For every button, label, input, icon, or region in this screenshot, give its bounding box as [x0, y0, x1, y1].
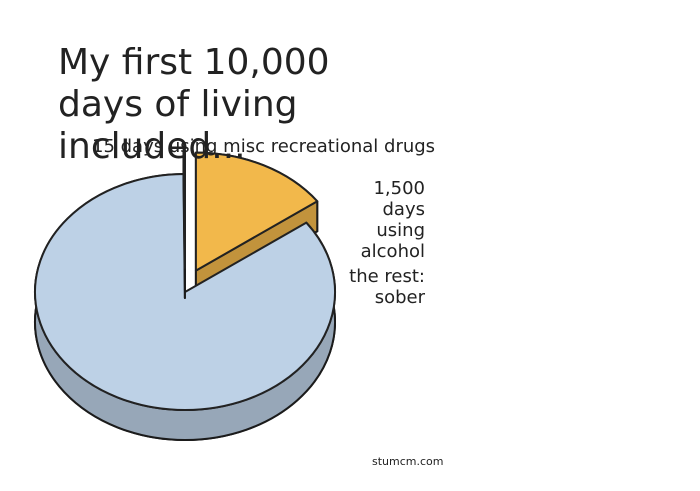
credit: stumcm.com	[372, 455, 444, 468]
slice-label: the rest: sober	[349, 266, 425, 308]
chart-title: My first 10,000 days of living included.…	[58, 42, 330, 167]
slice-label: 1,500 days using alcohol	[360, 178, 425, 262]
slice-label: 15 days using misc recreational drugs	[92, 136, 436, 157]
pie-slice	[182, 149, 186, 269]
pie-slice	[194, 151, 319, 272]
